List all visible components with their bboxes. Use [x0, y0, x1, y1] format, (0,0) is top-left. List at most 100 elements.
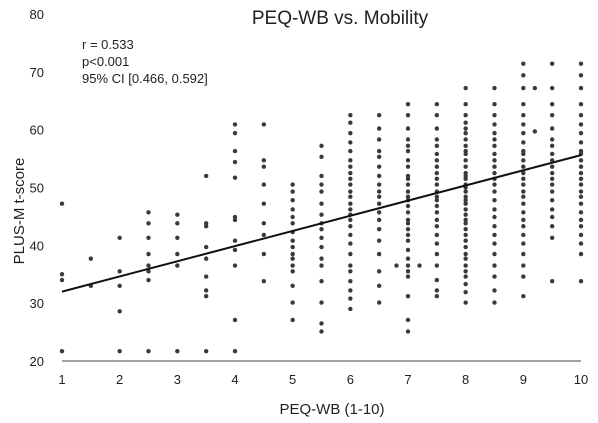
data-point	[175, 221, 180, 226]
data-point	[117, 348, 122, 354]
data-point	[492, 122, 497, 127]
data-point	[463, 232, 468, 238]
data-point	[175, 251, 180, 257]
data-point	[319, 182, 324, 187]
data-point	[290, 238, 295, 243]
data-point	[492, 182, 497, 187]
data-point	[405, 221, 411, 226]
data-point	[405, 189, 411, 194]
data-point	[348, 232, 353, 238]
data-point	[405, 329, 411, 334]
data-point	[290, 256, 295, 261]
data-point	[261, 201, 267, 206]
data-point	[348, 140, 353, 145]
data-point	[232, 263, 238, 268]
data-point	[117, 309, 122, 314]
data-point	[492, 189, 497, 194]
data-point	[549, 170, 555, 176]
data-point	[434, 294, 440, 299]
data-point	[376, 251, 382, 257]
data-point	[405, 238, 411, 243]
data-point	[319, 244, 324, 250]
data-point	[492, 143, 497, 149]
data-point	[463, 300, 468, 305]
data-point	[463, 137, 468, 142]
data-point	[463, 274, 468, 279]
data-point	[521, 232, 526, 238]
data-point	[434, 277, 440, 283]
data-point	[549, 102, 555, 107]
data-point	[492, 224, 497, 229]
x-tick-label: 2	[116, 372, 123, 387]
data-point	[549, 137, 555, 142]
data-point	[434, 251, 440, 257]
y-tick-label: 20	[30, 354, 44, 369]
data-point	[348, 207, 353, 212]
data-point	[319, 329, 324, 334]
data-point	[319, 300, 324, 305]
data-point	[405, 102, 411, 107]
data-point	[434, 164, 440, 169]
data-point	[348, 120, 353, 125]
data-point	[405, 164, 411, 169]
data-point	[492, 207, 497, 212]
data-point	[463, 281, 468, 287]
data-point	[348, 113, 353, 118]
data-point	[532, 85, 538, 91]
data-point	[376, 137, 382, 142]
data-point	[175, 263, 180, 268]
data-point	[578, 251, 584, 257]
data-point	[463, 130, 468, 136]
data-point	[578, 189, 584, 194]
data-point	[463, 120, 468, 125]
data-point	[463, 212, 468, 217]
data-point	[376, 300, 382, 305]
data-point	[376, 238, 382, 243]
data-point	[232, 214, 238, 220]
data-point	[405, 317, 411, 323]
data-point	[146, 348, 151, 354]
data-point	[492, 288, 497, 293]
data-point	[434, 232, 440, 238]
data-point	[376, 201, 382, 206]
data-point	[549, 143, 555, 149]
data-point	[290, 300, 295, 305]
data-point	[434, 210, 440, 215]
data-point	[521, 194, 526, 199]
data-point	[348, 296, 353, 301]
data-point	[521, 85, 526, 91]
data-point	[348, 263, 353, 268]
data-point	[261, 232, 267, 238]
data-point	[290, 251, 295, 257]
data-point	[88, 256, 94, 261]
y-tick-label: 30	[30, 296, 44, 311]
data-point	[492, 158, 497, 163]
data-point	[290, 269, 295, 274]
data-point	[376, 164, 382, 169]
x-tick-label: 4	[231, 372, 238, 387]
data-point	[146, 235, 151, 241]
data-point	[405, 256, 411, 261]
data-point	[376, 154, 382, 160]
data-point	[348, 164, 353, 169]
data-point	[521, 140, 526, 145]
data-point	[434, 143, 440, 149]
data-point	[394, 263, 399, 268]
data-point	[492, 164, 497, 169]
data-point	[376, 210, 382, 215]
data-point	[492, 300, 497, 305]
data-point	[376, 126, 382, 131]
data-point	[203, 173, 209, 179]
data-point	[232, 122, 238, 127]
data-point	[521, 130, 526, 136]
x-tick-label: 7	[404, 372, 411, 387]
data-point	[290, 182, 295, 187]
data-point	[434, 102, 440, 107]
data-point	[290, 189, 295, 194]
data-point	[521, 61, 526, 66]
data-point	[319, 154, 324, 160]
x-tick-label: 10	[574, 372, 588, 387]
y-tick-label: 80	[30, 7, 44, 22]
data-point	[578, 232, 584, 238]
data-point	[492, 130, 497, 136]
